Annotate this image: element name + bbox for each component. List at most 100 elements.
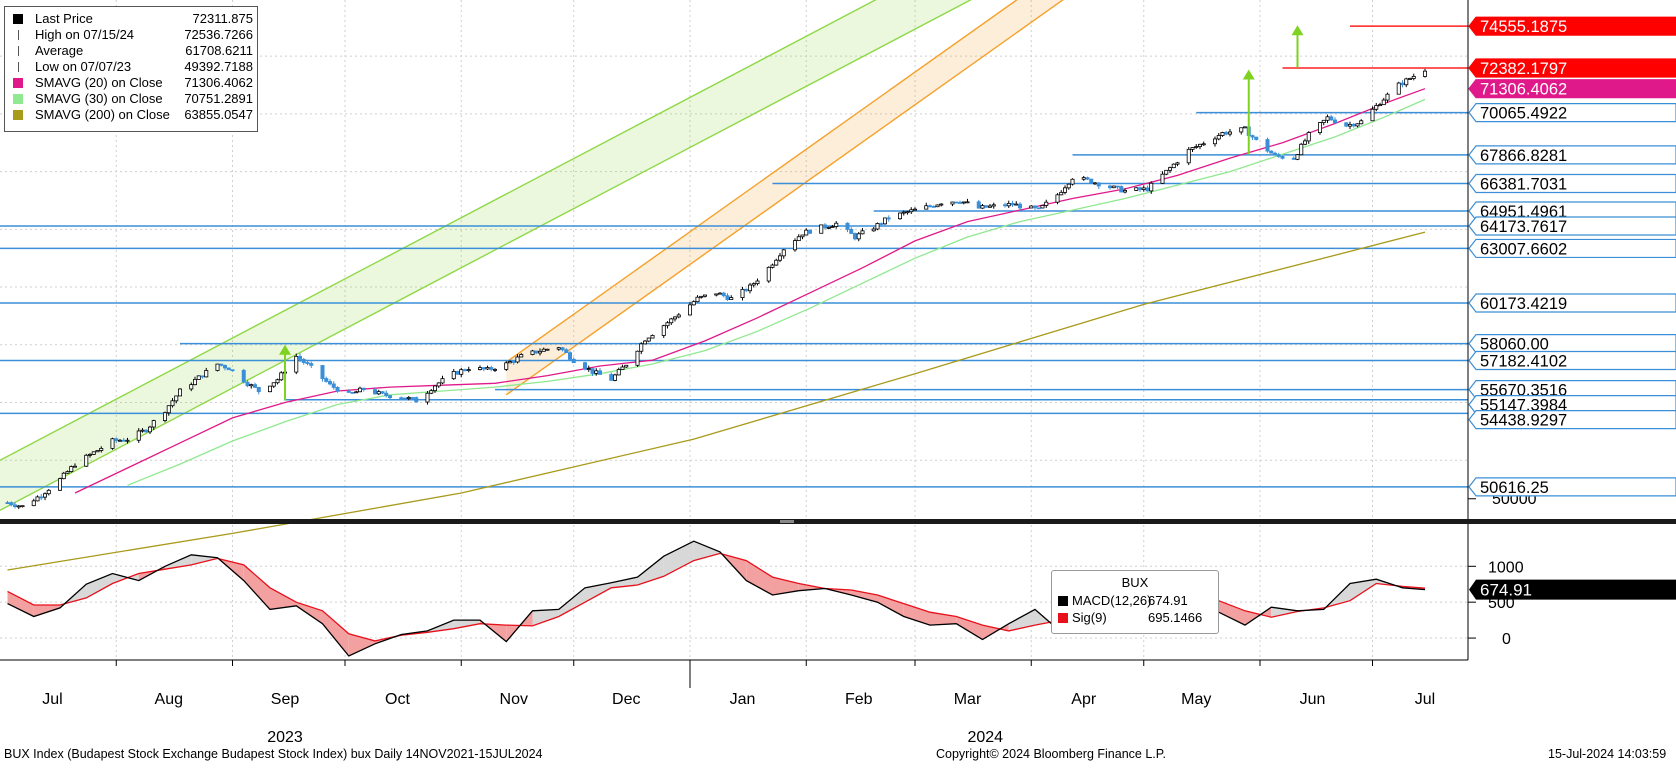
candle-body xyxy=(988,206,991,207)
candle-body xyxy=(778,256,781,260)
candle-body xyxy=(1071,179,1074,184)
candle-body xyxy=(190,385,193,389)
candle-body xyxy=(482,368,485,369)
candle-body xyxy=(1007,203,1010,205)
candle-body xyxy=(508,362,511,363)
candle-body xyxy=(32,501,35,506)
candle-body xyxy=(831,227,834,228)
candle-body xyxy=(227,368,230,370)
candle-body xyxy=(546,349,549,350)
candle-body xyxy=(977,202,980,208)
panel-divider-grip xyxy=(780,520,794,523)
candle-body xyxy=(47,490,50,493)
candle-body xyxy=(1375,106,1378,110)
x-tick-label: Dec xyxy=(612,691,640,708)
candle-body xyxy=(1097,183,1100,186)
candle-body xyxy=(583,363,586,370)
candle-body xyxy=(906,212,909,213)
candle-body xyxy=(1333,120,1336,123)
candle-body xyxy=(1345,123,1348,126)
candle-body xyxy=(827,227,830,228)
candle-body xyxy=(910,210,913,212)
candle-body xyxy=(145,430,148,432)
macd-histogram-fill xyxy=(878,595,904,617)
candle-body xyxy=(1401,83,1404,85)
macd-legend-value: 674.91 xyxy=(1148,593,1214,609)
candle-body xyxy=(490,368,493,370)
candle-body xyxy=(426,393,429,402)
candle-body xyxy=(782,250,785,256)
candle-body xyxy=(193,379,196,384)
square-icon xyxy=(13,94,23,104)
candle-body xyxy=(351,392,354,393)
price-tag-label: 70065.4922 xyxy=(1480,105,1567,123)
candle-body xyxy=(328,381,331,383)
footer-copyright: Copyright© 2024 Bloomberg Finance L.P. xyxy=(936,747,1166,761)
series-color-swatch-icon xyxy=(1058,613,1068,623)
candle-body xyxy=(1326,117,1329,120)
candle-body xyxy=(272,383,275,386)
candle-body xyxy=(381,392,384,394)
candle-body xyxy=(613,375,616,380)
candle-body xyxy=(1300,144,1303,154)
x-tick-label: Jul xyxy=(1415,691,1435,708)
macd-histogram-fill xyxy=(1219,601,1245,625)
candle-body xyxy=(677,315,680,317)
candle-body xyxy=(715,294,718,295)
price-tag-label: 66381.7031 xyxy=(1480,175,1567,193)
candle-body xyxy=(928,206,931,207)
candle-body xyxy=(400,398,403,399)
candle-body xyxy=(216,364,219,370)
candle-body xyxy=(730,298,733,300)
macd-histogram-fill xyxy=(956,617,982,640)
legend-item-label: SMAVG (20) on Close xyxy=(35,75,163,91)
candle-body xyxy=(122,440,125,441)
candle-body xyxy=(767,267,770,281)
candle-body xyxy=(1217,136,1220,139)
candle-body xyxy=(178,389,181,396)
candle-body xyxy=(1397,83,1400,94)
candle-body xyxy=(358,388,361,392)
candle-body xyxy=(981,206,984,209)
candle-body xyxy=(610,374,613,380)
candle-body xyxy=(1221,132,1224,135)
candle-body xyxy=(1060,192,1063,194)
candle-body xyxy=(1187,149,1190,162)
candle-body xyxy=(66,472,69,474)
candle-body xyxy=(85,455,88,466)
candle-body xyxy=(1011,203,1014,204)
candle-body xyxy=(958,202,961,203)
candle-body xyxy=(696,297,699,301)
candle-body xyxy=(1352,124,1355,126)
price-tag-label: 67866.8281 xyxy=(1480,147,1567,165)
candle-body xyxy=(985,206,988,208)
candle-body xyxy=(598,371,601,375)
candle-body xyxy=(1228,132,1231,134)
candle-body xyxy=(17,506,20,507)
candle-body xyxy=(13,505,16,507)
candle-body xyxy=(673,317,676,319)
candle-body xyxy=(1277,155,1280,157)
candle-body xyxy=(1045,202,1048,205)
arrow-head xyxy=(1243,70,1255,80)
candle-body xyxy=(535,351,538,353)
candle-body xyxy=(1003,205,1006,206)
candle-body xyxy=(520,355,523,357)
candle-body xyxy=(1108,186,1111,188)
macd-histogram-fill xyxy=(8,591,34,616)
macd-histogram-fill xyxy=(323,611,349,656)
candle-body xyxy=(902,212,905,213)
candle-body xyxy=(268,386,271,392)
candle-body xyxy=(1356,124,1359,126)
candle-body xyxy=(932,206,935,207)
candle-body xyxy=(1225,132,1228,134)
macd-histogram-fill xyxy=(746,561,772,595)
arrow-head xyxy=(1292,25,1304,35)
candle-body xyxy=(1165,170,1168,174)
x-tick-label: Sep xyxy=(271,691,300,708)
candle-body xyxy=(797,237,800,241)
candle-body xyxy=(88,454,91,455)
price-tags: 74555.187572382.179771306.406270065.4922… xyxy=(1469,17,1676,497)
candle-body xyxy=(171,401,174,406)
